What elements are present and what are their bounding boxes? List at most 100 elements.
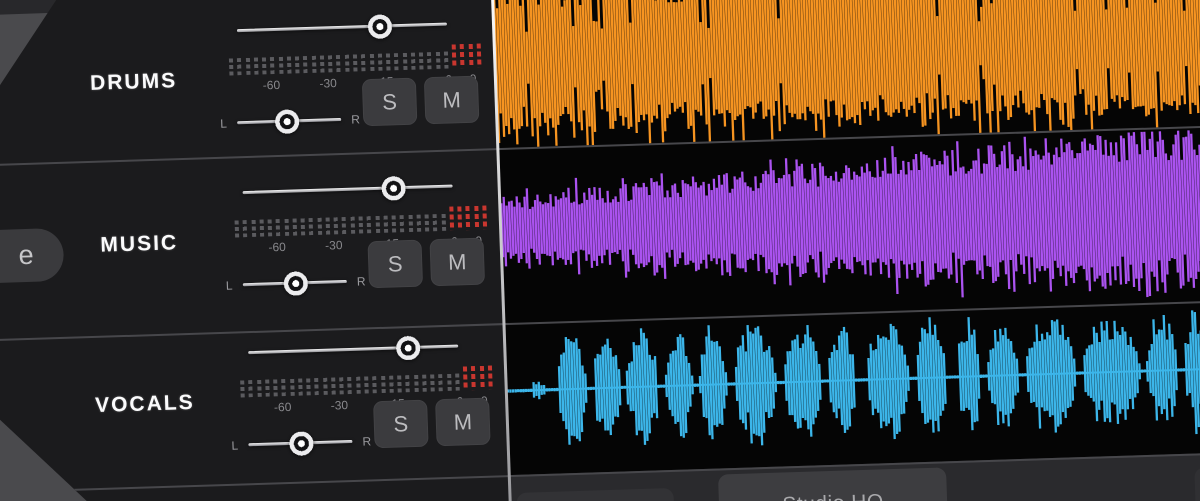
meter-segment bbox=[331, 377, 336, 394]
meter-segment bbox=[257, 380, 262, 397]
meter-segment bbox=[400, 215, 405, 232]
meter-segment bbox=[345, 55, 350, 72]
meter-scale-label: -30 bbox=[330, 398, 349, 413]
meter-segment bbox=[323, 378, 328, 395]
pan-knob[interactable] bbox=[288, 430, 315, 457]
meter-segment bbox=[482, 206, 487, 230]
bottom-bar-button-right[interactable] bbox=[1194, 464, 1200, 501]
waveform-music[interactable] bbox=[498, 126, 1200, 325]
mixer-panel: DRUMS -60 -30 -15 -6 0 L R bbox=[0, 0, 513, 501]
bottom-bar-button-left[interactable] bbox=[516, 488, 675, 501]
meter-segment bbox=[444, 52, 449, 69]
meter-segment bbox=[463, 366, 468, 390]
pan-right-label: R bbox=[356, 274, 366, 289]
volume-knob[interactable] bbox=[394, 335, 421, 362]
meter-segment bbox=[334, 217, 339, 234]
meter-segment bbox=[317, 218, 322, 235]
timeline-area bbox=[492, 0, 1200, 477]
track-name: DRUMS bbox=[89, 69, 178, 95]
meter-segment bbox=[439, 374, 444, 391]
meter-segment bbox=[295, 56, 300, 73]
pan-knob[interactable] bbox=[282, 270, 309, 297]
solo-button[interactable]: S bbox=[362, 78, 418, 127]
volume-slider[interactable] bbox=[242, 174, 453, 207]
meter-segment bbox=[383, 216, 388, 233]
meter-segment bbox=[375, 216, 380, 233]
meter-segment bbox=[350, 217, 355, 234]
meter-segment bbox=[359, 216, 364, 233]
meter-segment bbox=[460, 44, 465, 68]
slider-track bbox=[237, 23, 447, 33]
mute-button[interactable]: M bbox=[429, 238, 485, 287]
meter-segment bbox=[245, 58, 250, 75]
meter-segment bbox=[378, 54, 383, 71]
waveform-vocals[interactable] bbox=[505, 301, 1200, 477]
meter-segment bbox=[369, 54, 374, 71]
meter-segment bbox=[312, 56, 317, 73]
volume-knob[interactable] bbox=[380, 175, 407, 202]
meter-segment bbox=[488, 366, 493, 390]
meter-segment bbox=[457, 206, 462, 230]
meter-segment bbox=[392, 215, 397, 232]
meter-segment bbox=[419, 52, 424, 69]
meter-segment bbox=[471, 366, 476, 390]
solo-button[interactable]: S bbox=[373, 400, 429, 449]
level-meter bbox=[240, 364, 493, 398]
studio-hq-button[interactable]: Studio HQ bbox=[718, 467, 948, 501]
meter-segment bbox=[259, 220, 264, 237]
meter-segment bbox=[449, 207, 454, 231]
meter-segment bbox=[447, 374, 452, 391]
mute-button[interactable]: M bbox=[435, 398, 491, 447]
pan-slider[interactable]: L R bbox=[225, 267, 368, 298]
pan-right-label: R bbox=[362, 434, 372, 449]
level-meter bbox=[229, 42, 482, 76]
meter-segment bbox=[356, 377, 361, 394]
meter-segment bbox=[301, 218, 306, 235]
meter-scale-label: -60 bbox=[273, 399, 292, 415]
meter-segment bbox=[361, 54, 366, 71]
pan-knob[interactable] bbox=[274, 108, 301, 135]
meter-segment bbox=[320, 55, 325, 72]
volume-knob[interactable] bbox=[366, 13, 393, 40]
meter-segment bbox=[397, 375, 402, 392]
volume-slider[interactable] bbox=[237, 12, 448, 45]
meter-segment bbox=[441, 214, 446, 231]
pan-slider[interactable]: L R bbox=[231, 427, 374, 458]
meter-segment bbox=[229, 58, 234, 75]
solo-button[interactable]: S bbox=[367, 240, 423, 289]
meter-segment bbox=[287, 56, 292, 73]
meter-segment bbox=[268, 219, 273, 236]
meter-segment bbox=[336, 55, 341, 72]
meter-segment bbox=[411, 53, 416, 70]
track-strip-vocals: VOCALS -60 -30 -15 -6 0 L R bbox=[0, 337, 510, 501]
pan-left-label: L bbox=[225, 278, 233, 293]
level-meter bbox=[234, 204, 487, 238]
waveform-drums[interactable] bbox=[492, 0, 1200, 150]
meter-segment bbox=[270, 57, 275, 74]
meter-segment bbox=[468, 44, 473, 68]
meter-segment bbox=[408, 215, 413, 232]
meter-segment bbox=[325, 217, 330, 234]
meter-segment bbox=[372, 376, 377, 393]
meter-segment bbox=[416, 215, 421, 232]
meter-segment bbox=[281, 379, 286, 396]
meter-segment bbox=[405, 375, 410, 392]
meter-segment bbox=[477, 44, 482, 68]
pan-left-label: L bbox=[231, 438, 239, 453]
meter-segment bbox=[353, 54, 358, 71]
meter-segment bbox=[290, 379, 295, 396]
meter-segment bbox=[430, 374, 435, 391]
meter-segment bbox=[480, 366, 485, 390]
pan-slider[interactable]: L R bbox=[220, 105, 363, 136]
volume-slider[interactable] bbox=[248, 334, 459, 367]
meter-segment bbox=[306, 378, 311, 395]
meter-segment bbox=[248, 380, 253, 397]
meter-segment bbox=[433, 214, 438, 231]
meter-segment bbox=[237, 58, 242, 75]
meter-segment bbox=[436, 52, 441, 69]
mute-button[interactable]: M bbox=[424, 76, 480, 125]
meter-segment bbox=[315, 378, 320, 395]
track-name: MUSIC bbox=[100, 231, 179, 257]
